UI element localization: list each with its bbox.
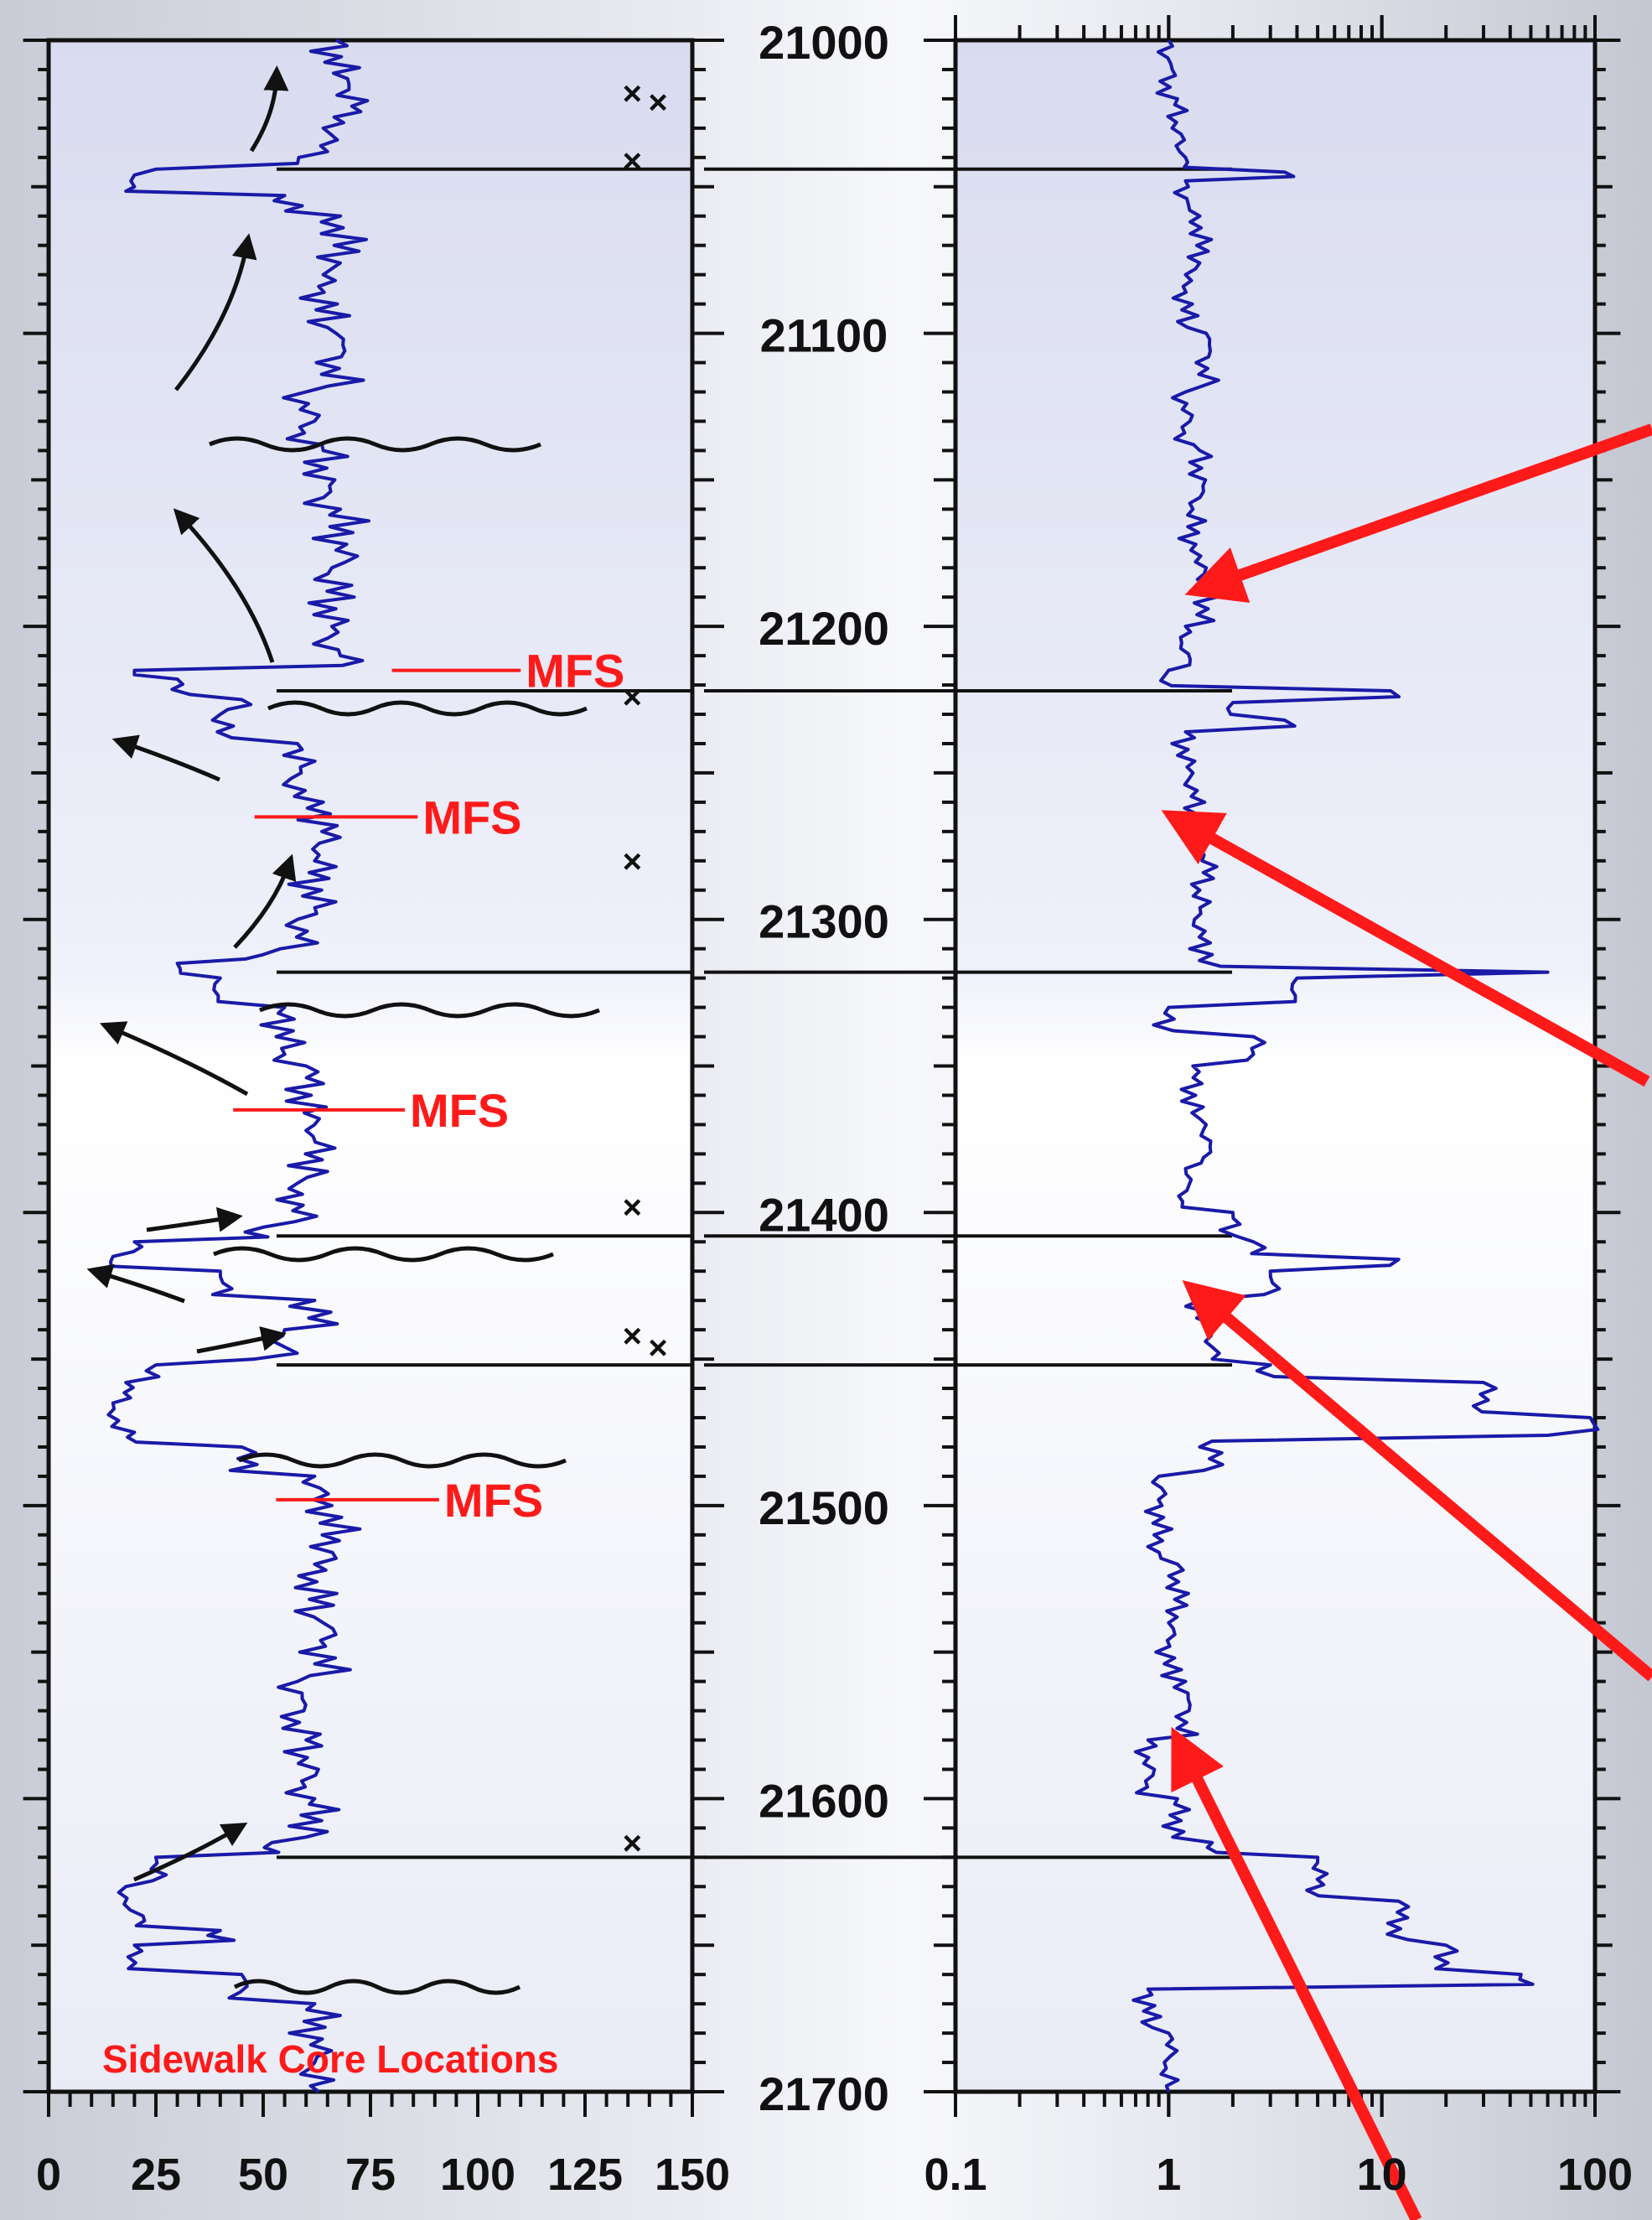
mfs-label: MFS: [526, 645, 624, 698]
trend-arrow: [111, 734, 220, 782]
trend-arrow: [173, 508, 275, 663]
log-curves: [106, 39, 1600, 2093]
trend-arrow: [174, 233, 257, 392]
sidewall-core-marker: ×: [623, 1318, 642, 1355]
trend-arrow: [249, 65, 289, 153]
sidewall-core-marker: ×: [623, 679, 642, 716]
mfs-label: MFS: [410, 1084, 509, 1137]
sidewall-core-marker: ×: [623, 843, 642, 880]
depth-tick-label: 21000: [759, 16, 889, 69]
x-tick-label-left: 125: [547, 2150, 623, 2200]
right-log-panel: [953, 38, 1598, 2094]
x-tick-label-right: 0.1: [924, 2150, 987, 2200]
sidewall-core-marker: ×: [648, 84, 667, 121]
trend-arrow: [86, 1263, 185, 1304]
unconformity-wave: [213, 1246, 554, 1263]
red-pointer-arrow: [1161, 810, 1650, 1087]
log-panels: [46, 38, 1598, 2094]
x-tick-label-left: 50: [238, 2150, 288, 2200]
sidewall-core-marker: ×: [623, 75, 642, 112]
x-tick-label-left: 150: [655, 2150, 730, 2200]
sidewall-core-marker: ×: [623, 1189, 642, 1226]
left-log-panel: [46, 38, 695, 2094]
core-locations-caption: Sidewalk Core Locations: [102, 2037, 558, 2081]
depth-tick-label: 21400: [759, 1188, 889, 1241]
mfs-label: MFS: [444, 1474, 543, 1527]
unconformity-wave: [209, 436, 541, 453]
red-pointer-arrow: [1171, 1726, 1422, 2220]
x-tick-label-left: 75: [345, 2150, 396, 2200]
sidewall-core-marker: ×: [648, 1330, 667, 1367]
trend-arrow: [133, 1822, 248, 1882]
depth-tick-label: 21300: [759, 895, 889, 948]
sidewall-core-marker: ×: [623, 1825, 642, 1862]
trend-arrow: [99, 1021, 249, 1097]
x-tick-label-right: 1: [1156, 2150, 1181, 2200]
x-tick-label-left: 0: [36, 2150, 61, 2200]
depth-tick-label: 21200: [759, 602, 889, 655]
unconformity-wave: [233, 1979, 521, 1995]
unconformity-wave: [267, 700, 588, 717]
trend-arrow: [146, 1206, 243, 1232]
x-tick-label-left: 25: [131, 2150, 181, 2200]
x-tick-label-right: 10: [1357, 2150, 1407, 2200]
trend-arrow: [233, 853, 297, 949]
mfs-label: MFS: [422, 791, 521, 843]
depth-tick-label: 21500: [759, 1481, 889, 1534]
unconformity-wave: [238, 1452, 567, 1469]
red-pointer-arrow: [1182, 1279, 1652, 1682]
red-pointer-arrow: [1184, 423, 1652, 603]
unconformity-wave: [259, 1002, 600, 1019]
depth-tick-label: 21700: [759, 2067, 889, 2120]
depth-tick-label: 21600: [759, 1774, 889, 1827]
resistivity-log-curve: [1132, 39, 1600, 2093]
axis-ticks: [23, 15, 1621, 2117]
x-tick-label-left: 100: [440, 2150, 515, 2200]
gamma-ray-log-curve: [106, 39, 370, 2093]
sequence-boundaries: [277, 167, 1232, 1860]
axis-labels: 21000 21100 21200 21300 21400 21500 21600 21700…: [36, 16, 1633, 2200]
x-tick-label-right: 100: [1557, 2150, 1633, 2200]
trend-arrow: [196, 1326, 287, 1354]
depth-tick-label: 21100: [760, 309, 888, 362]
sidewall-core-marker: ×: [623, 143, 642, 179]
